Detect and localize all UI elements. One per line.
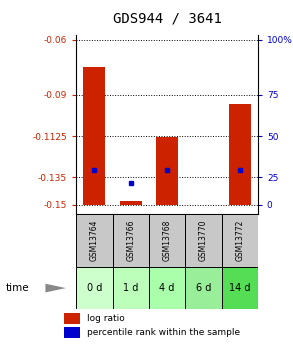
Bar (156, 137, 178, 205)
Polygon shape (45, 284, 66, 293)
Text: 1 d: 1 d (123, 283, 138, 293)
Bar (113, 267, 149, 309)
Text: GSM13764: GSM13764 (90, 220, 99, 262)
Bar (149, 267, 185, 309)
Text: GSM13768: GSM13768 (163, 220, 171, 261)
Bar (222, 214, 258, 267)
Bar (185, 267, 222, 309)
Bar (120, 201, 142, 205)
Text: 6 d: 6 d (196, 283, 211, 293)
Text: log ratio: log ratio (87, 314, 125, 323)
Bar (76, 267, 113, 309)
Bar (76, 214, 113, 267)
Text: GSM13770: GSM13770 (199, 220, 208, 262)
Text: time: time (6, 283, 30, 293)
Bar (222, 267, 258, 309)
Text: 4 d: 4 d (159, 283, 175, 293)
Text: GSM13766: GSM13766 (126, 220, 135, 262)
Bar (64, 327, 80, 338)
Bar (185, 214, 222, 267)
Bar (84, 68, 105, 205)
Text: 0 d: 0 d (87, 283, 102, 293)
Text: GSM13772: GSM13772 (235, 220, 244, 261)
Text: 14 d: 14 d (229, 283, 251, 293)
Bar (229, 104, 251, 205)
Text: percentile rank within the sample: percentile rank within the sample (87, 328, 240, 337)
Text: GDS944 / 3641: GDS944 / 3641 (113, 12, 222, 26)
Bar (113, 214, 149, 267)
Bar (64, 313, 80, 324)
Bar (149, 214, 185, 267)
